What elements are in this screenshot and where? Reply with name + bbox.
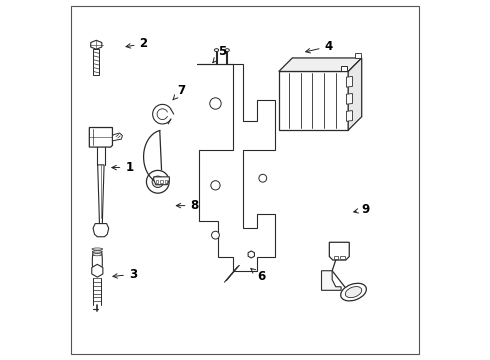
Ellipse shape <box>225 49 229 51</box>
Circle shape <box>210 98 221 109</box>
Polygon shape <box>89 127 112 147</box>
Ellipse shape <box>92 251 102 253</box>
Bar <box>341 66 347 72</box>
Text: 6: 6 <box>251 269 265 283</box>
Polygon shape <box>321 271 341 290</box>
Bar <box>341 256 344 259</box>
Polygon shape <box>93 224 109 237</box>
Text: 9: 9 <box>354 203 370 216</box>
Text: 8: 8 <box>176 199 198 212</box>
Circle shape <box>211 181 220 190</box>
Circle shape <box>147 170 169 193</box>
Polygon shape <box>94 49 99 75</box>
Polygon shape <box>92 264 103 277</box>
Polygon shape <box>98 165 104 225</box>
Text: 1: 1 <box>112 161 133 174</box>
Circle shape <box>152 176 164 188</box>
Polygon shape <box>112 133 122 141</box>
Ellipse shape <box>92 248 103 250</box>
Text: 7: 7 <box>173 84 186 100</box>
Polygon shape <box>346 94 352 104</box>
Ellipse shape <box>93 254 102 256</box>
Polygon shape <box>197 64 275 271</box>
Circle shape <box>212 231 220 239</box>
Ellipse shape <box>341 283 367 301</box>
Bar <box>334 256 338 259</box>
Polygon shape <box>329 242 349 260</box>
Text: 2: 2 <box>126 37 147 50</box>
Polygon shape <box>279 72 348 130</box>
Text: 4: 4 <box>306 40 333 53</box>
Text: 3: 3 <box>113 268 137 281</box>
Polygon shape <box>346 76 352 87</box>
Polygon shape <box>92 251 102 271</box>
Text: 5: 5 <box>213 45 226 63</box>
Polygon shape <box>348 58 362 130</box>
Polygon shape <box>154 177 170 185</box>
Bar <box>160 180 163 183</box>
Bar <box>355 53 361 58</box>
Ellipse shape <box>345 287 362 298</box>
Polygon shape <box>346 111 352 121</box>
Bar <box>165 180 167 183</box>
Polygon shape <box>279 58 362 72</box>
Ellipse shape <box>215 49 219 51</box>
Bar <box>156 180 158 183</box>
Polygon shape <box>91 40 102 49</box>
Circle shape <box>259 174 267 182</box>
Polygon shape <box>248 251 254 258</box>
